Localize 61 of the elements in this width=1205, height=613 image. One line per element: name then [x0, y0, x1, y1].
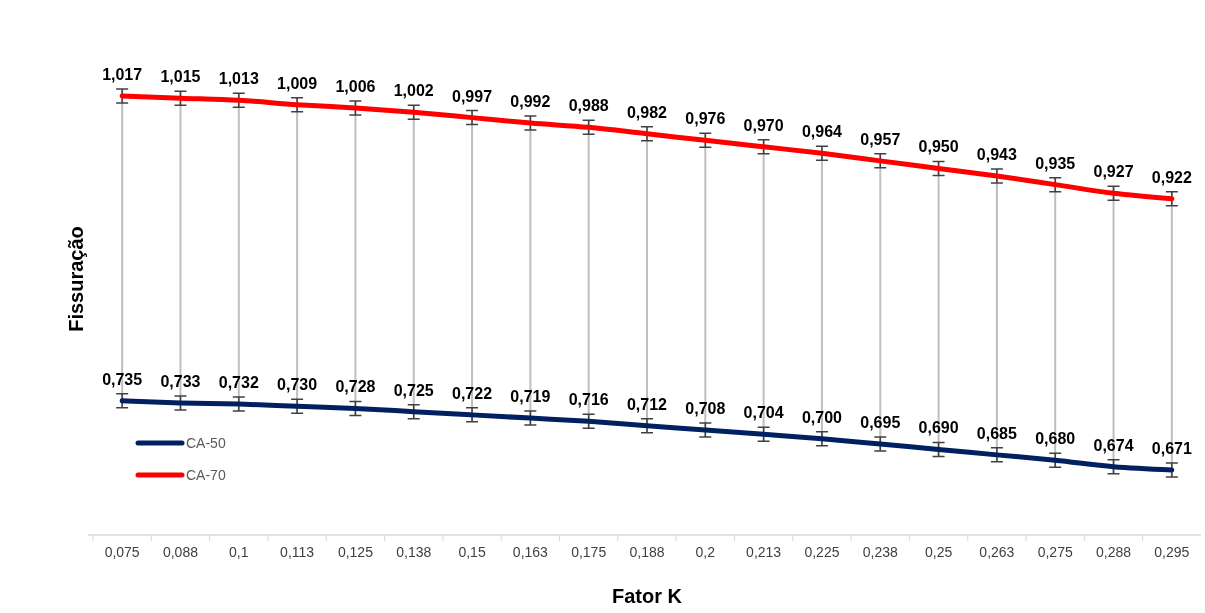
data-label: 0,674: [1093, 436, 1134, 454]
x-tick-label: 0,225: [804, 544, 840, 560]
data-label: 0,982: [626, 103, 668, 121]
x-tick-label: 0,175: [571, 544, 607, 560]
data-label: 0,922: [1151, 168, 1192, 186]
y-axis-title: Fissuração: [65, 226, 87, 332]
data-label: 0,680: [1035, 430, 1076, 448]
x-tick-label: 0,238: [862, 544, 898, 560]
x-tick-label: 0,138: [396, 544, 432, 560]
data-label: 0,950: [918, 138, 959, 156]
data-label: 0,722: [452, 384, 493, 402]
data-label: 0,685: [976, 424, 1018, 442]
x-tick-label: 0,275: [1037, 544, 1073, 560]
x-tick-label: 0,213: [746, 544, 782, 560]
data-label: 0,700: [801, 408, 843, 426]
data-label: 0,927: [1093, 163, 1134, 181]
data-label: 0,695: [860, 414, 901, 432]
x-tick-label: 0,1: [229, 544, 249, 560]
data-label: 0,690: [918, 419, 959, 437]
data-label: 1,017: [102, 66, 143, 83]
data-label: 0,728: [335, 378, 376, 396]
legend-label: CA-70: [186, 466, 226, 483]
x-tick-label: 0,15: [458, 544, 486, 560]
data-label: 1,002: [393, 82, 434, 100]
data-label: 0,719: [510, 388, 551, 406]
data-label: 0,976: [685, 110, 726, 128]
data-label: 0,970: [743, 116, 784, 134]
data-label: 0,704: [743, 404, 784, 422]
data-label: 0,671: [1151, 440, 1192, 457]
x-axis-title: Fator K: [612, 585, 683, 607]
data-label: 0,716: [568, 391, 609, 409]
x-tick-label: 0,2: [695, 544, 716, 560]
x-tick-label: 0,075: [104, 544, 140, 560]
data-label: 0,730: [277, 376, 318, 394]
data-label: 0,712: [626, 395, 668, 413]
data-label: 0,725: [393, 381, 434, 399]
data-label: 0,732: [218, 374, 259, 392]
data-label: 0,964: [801, 123, 843, 141]
data-label: 1,009: [277, 74, 318, 92]
data-label: 0,735: [102, 370, 143, 388]
data-label: 0,733: [160, 372, 201, 390]
x-tick-label: 0,263: [979, 544, 1015, 560]
data-label: 0,997: [452, 87, 493, 105]
data-label: 1,015: [160, 68, 201, 86]
x-tick-label: 0,288: [1096, 544, 1132, 560]
x-tick-label: 0,25: [924, 544, 953, 560]
x-tick-label: 0,163: [512, 544, 549, 560]
x-tick-label: 0,295: [1154, 544, 1190, 560]
data-label: 0,943: [976, 145, 1018, 163]
data-label: 1,006: [335, 77, 376, 95]
data-label: 0,708: [685, 400, 726, 418]
legend-label: CA-50: [186, 434, 226, 451]
data-label: 1,013: [218, 70, 259, 88]
x-tick-label: 0,113: [280, 544, 315, 560]
data-label: 0,988: [568, 97, 609, 115]
data-label: 0,935: [1035, 154, 1076, 172]
x-tick-label: 0,125: [337, 544, 374, 560]
data-label: 0,957: [860, 130, 901, 148]
data-label: 0,992: [510, 93, 551, 111]
x-tick-label: 0,188: [629, 544, 665, 560]
x-tick-label: 0,088: [162, 544, 199, 560]
